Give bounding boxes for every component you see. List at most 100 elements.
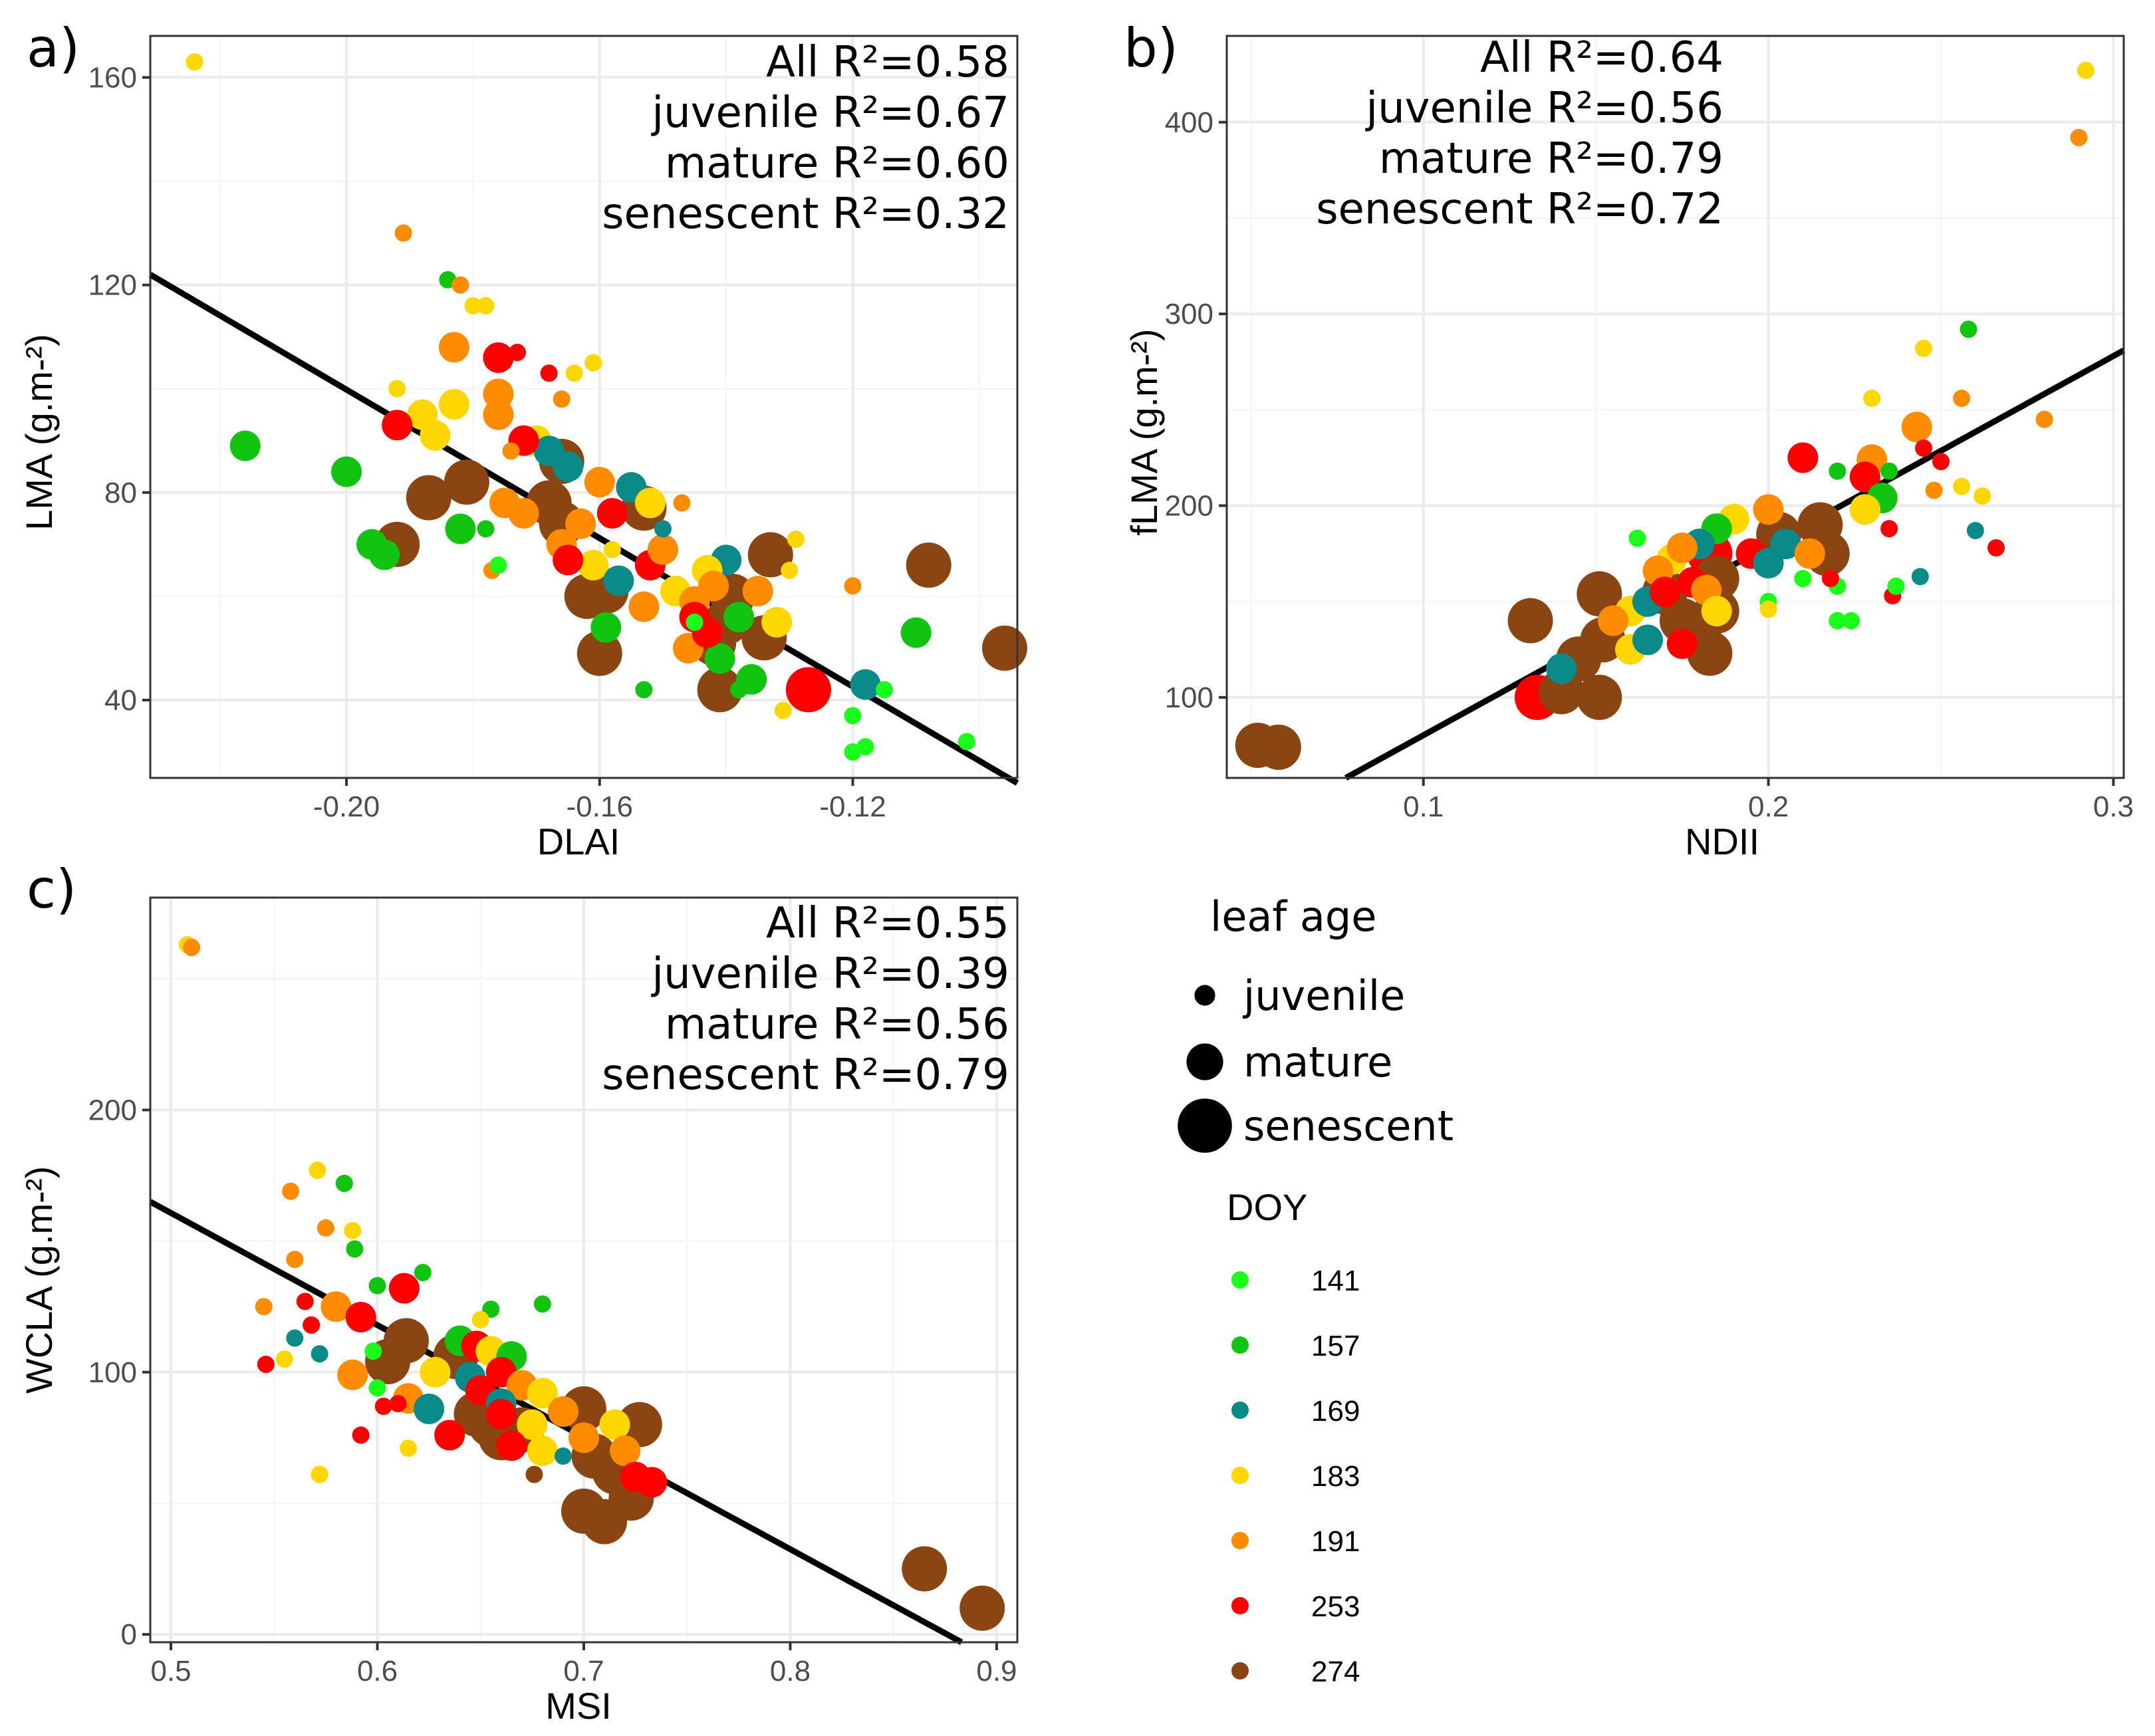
data-point-doy-157-mature — [704, 643, 735, 674]
y-tick-label: 40 — [104, 684, 137, 717]
data-point-doy-141-juvenile — [957, 733, 975, 751]
r-squared-annotation: mature R²=0.79 — [1379, 134, 1723, 184]
legend-color-marker-274 — [1231, 1662, 1249, 1679]
data-point-doy-169-juvenile — [554, 1447, 572, 1465]
data-point-doy-191-juvenile — [2070, 128, 2088, 146]
x-axis-label: NDII — [1685, 820, 1759, 862]
data-point-doy-169-juvenile — [311, 1345, 328, 1363]
y-axis-label: fLMA (g.m-²) — [1123, 328, 1165, 535]
legend-size-marker-mature — [1186, 1043, 1223, 1080]
legend-color-label: 169 — [1311, 1395, 1360, 1427]
y-tick-label: 100 — [88, 1356, 137, 1389]
data-point-doy-157-mature — [590, 612, 622, 643]
data-point-doy-253-juvenile — [509, 344, 527, 362]
data-point-doy-253-mature — [596, 497, 628, 529]
data-point-doy-191-mature — [483, 378, 514, 410]
y-tick-label: 0 — [121, 1618, 137, 1651]
data-point-doy-274-senescent — [383, 1318, 429, 1364]
data-point-doy-169-mature — [1632, 624, 1663, 656]
data-point-doy-191-mature — [565, 508, 596, 539]
data-point-doy-253-juvenile — [374, 1398, 392, 1416]
y-tick-label: 400 — [1165, 106, 1213, 139]
data-point-doy-169-juvenile — [1966, 522, 1984, 539]
data-point-doy-183-juvenile — [471, 1310, 489, 1328]
data-point-doy-253-juvenile — [352, 1426, 370, 1444]
data-point-doy-191-juvenile — [553, 390, 570, 408]
data-point-doy-253-juvenile — [1821, 570, 1839, 588]
data-point-doy-191-mature — [337, 1359, 368, 1390]
data-point-doy-183-juvenile — [1863, 390, 1881, 408]
r-squared-annotation: All R²=0.64 — [1480, 33, 1723, 82]
data-point-doy-191-mature — [547, 1396, 578, 1427]
legend-color-marker-183 — [1231, 1467, 1249, 1484]
data-point-doy-274-senescent — [959, 1585, 1005, 1631]
data-point-doy-253-mature — [434, 1420, 465, 1451]
data-point-doy-253-juvenile — [1932, 453, 1950, 471]
panel-label: a) — [27, 17, 80, 79]
data-point-doy-253-mature — [1666, 628, 1698, 660]
legend-color-marker-253 — [1231, 1597, 1249, 1614]
data-point-doy-191-juvenile — [502, 442, 520, 460]
data-point-doy-191-mature — [1901, 412, 1932, 443]
r-squared-annotation: senescent R²=0.72 — [1316, 185, 1723, 234]
data-point-doy-274-senescent — [444, 459, 489, 505]
x-tick-label: 0.1 — [1403, 791, 1444, 823]
data-point-doy-169-mature — [553, 451, 584, 482]
data-point-doy-191-juvenile — [2035, 410, 2053, 428]
data-point-doy-183-juvenile — [344, 1221, 362, 1239]
data-point-doy-253-mature — [1649, 576, 1680, 608]
r-squared-annotation: All R²=0.58 — [766, 38, 1009, 87]
data-point-doy-141-juvenile — [1887, 577, 1905, 595]
legend-color-marker-169 — [1231, 1402, 1249, 1419]
data-point-doy-274-senescent — [1577, 674, 1622, 720]
data-point-doy-183-juvenile — [400, 1439, 418, 1457]
data-point-doy-141-juvenile — [368, 1379, 386, 1397]
data-point-doy-183-juvenile — [309, 1162, 326, 1179]
data-point-doy-191-mature — [584, 467, 615, 498]
data-point-doy-169-juvenile — [1911, 568, 1929, 586]
y-axis-label: WCLA (g.m-²) — [18, 1166, 60, 1394]
data-point-doy-191-juvenile — [844, 577, 862, 595]
data-point-doy-183-mature — [527, 1378, 558, 1409]
legend-color-marker-191 — [1231, 1532, 1249, 1549]
data-point-doy-157-juvenile — [730, 681, 748, 699]
data-point-doy-141-juvenile — [489, 557, 507, 574]
data-point-doy-157-juvenile — [335, 1174, 353, 1192]
legend-size-title: leaf age — [1210, 892, 1376, 941]
data-point-doy-274-senescent — [406, 475, 451, 521]
y-tick-label: 100 — [1165, 682, 1213, 714]
data-point-doy-183-juvenile — [787, 531, 805, 549]
data-point-doy-141-juvenile — [876, 681, 894, 699]
data-point-doy-183-juvenile — [1953, 477, 1971, 495]
legend-size-label: juvenile — [1242, 971, 1405, 1020]
data-point-doy-183-mature — [1701, 596, 1732, 627]
data-point-doy-253-mature — [636, 1467, 668, 1498]
data-point-doy-183-mature — [438, 389, 469, 420]
data-point-doy-191-mature — [438, 332, 469, 363]
data-point-doy-253-mature — [483, 342, 514, 373]
legend-size-marker-senescent — [1178, 1098, 1232, 1153]
data-point-doy-191-mature — [489, 487, 521, 519]
data-point-doy-253-juvenile — [1987, 539, 2005, 557]
data-point-doy-183-juvenile — [2077, 61, 2094, 79]
x-tick-label: 0.9 — [976, 1655, 1017, 1687]
data-point-doy-253-juvenile — [257, 1355, 275, 1373]
data-point-doy-191-mature — [1753, 494, 1784, 525]
data-point-doy-157-juvenile — [368, 1277, 386, 1295]
y-tick-label: 300 — [1165, 298, 1213, 330]
r-squared-annotation: juvenile R²=0.67 — [650, 88, 1009, 138]
data-point-doy-183-juvenile — [464, 297, 482, 314]
data-point-doy-169-mature — [850, 669, 881, 700]
y-tick-label: 120 — [88, 269, 137, 302]
legend-size-label: senescent — [1243, 1102, 1454, 1150]
data-point-doy-183-juvenile — [1973, 487, 1991, 505]
legend-color-marker-141 — [1231, 1271, 1249, 1289]
legend-color-marker-157 — [1231, 1336, 1249, 1354]
data-point-doy-191-mature — [698, 570, 729, 602]
data-point-doy-253-mature — [1787, 442, 1819, 473]
data-point-doy-253-juvenile — [389, 1395, 407, 1413]
data-point-doy-191-juvenile — [183, 938, 201, 956]
data-point-doy-183-juvenile — [311, 1465, 328, 1483]
data-point-doy-183-juvenile — [388, 380, 406, 398]
